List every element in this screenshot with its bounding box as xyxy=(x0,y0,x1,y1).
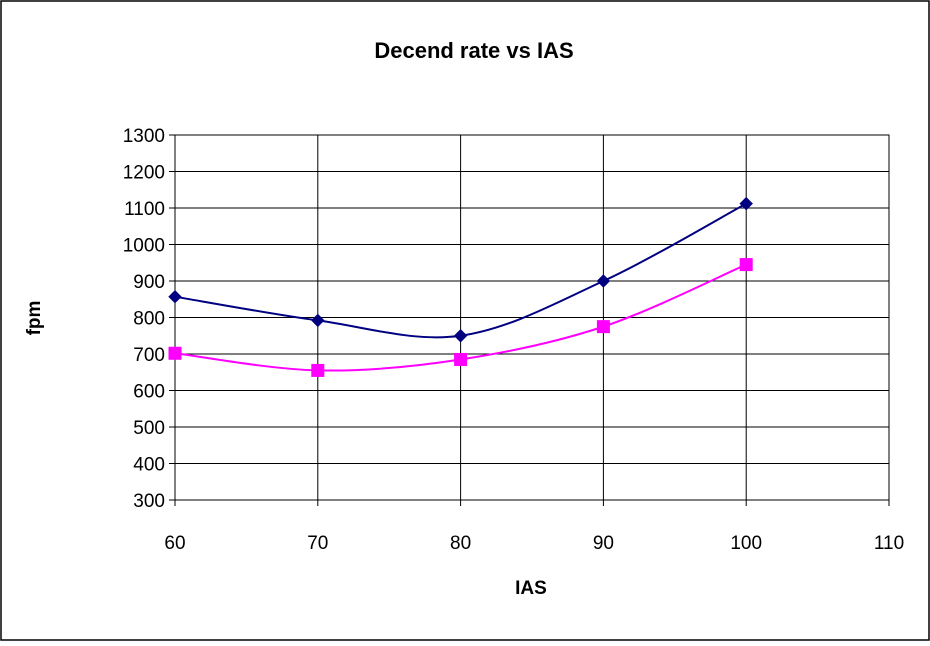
y-tick-label: 1200 xyxy=(123,163,165,184)
x-tick-label: 60 xyxy=(164,533,185,554)
series-1-point xyxy=(311,313,325,328)
chart-title: Decend rate vs IAS xyxy=(374,38,573,63)
y-tick-label: 400 xyxy=(133,455,165,476)
series-2-point xyxy=(168,346,182,360)
y-tick-label: 1300 xyxy=(123,126,165,147)
series-1-point xyxy=(168,289,182,304)
x-tick-label: 70 xyxy=(307,533,328,554)
y-tick-label: 700 xyxy=(133,345,165,366)
series-1-point xyxy=(453,329,468,343)
x-tick-label: 100 xyxy=(730,533,762,554)
series-2-point xyxy=(739,258,753,272)
x-tick-label: 80 xyxy=(450,533,471,554)
y-tick-label: 500 xyxy=(133,418,165,439)
y-tick-label: 900 xyxy=(133,272,165,293)
y-tick-label: 800 xyxy=(133,309,165,330)
x-tick-label: 110 xyxy=(874,533,904,554)
series-layer xyxy=(168,196,753,377)
x-axis-label: IAS xyxy=(515,578,547,599)
series-1-point xyxy=(596,274,611,288)
series-1-point xyxy=(739,196,753,211)
series-2-point xyxy=(596,320,610,334)
y-tick-label: 600 xyxy=(133,382,165,403)
y-axis-label: fpm xyxy=(24,301,45,336)
tick-layer: 300 400 500 600 700 800 900 1000 1100 1200 1300 60 7… xyxy=(123,126,904,554)
series-2-point xyxy=(454,352,468,366)
x-tick-label: 90 xyxy=(593,533,614,554)
y-tick-label: 1000 xyxy=(123,236,165,257)
y-tick-label: 1100 xyxy=(124,199,165,220)
y-tick-label: 300 xyxy=(133,491,165,512)
series-2-point xyxy=(311,363,325,377)
